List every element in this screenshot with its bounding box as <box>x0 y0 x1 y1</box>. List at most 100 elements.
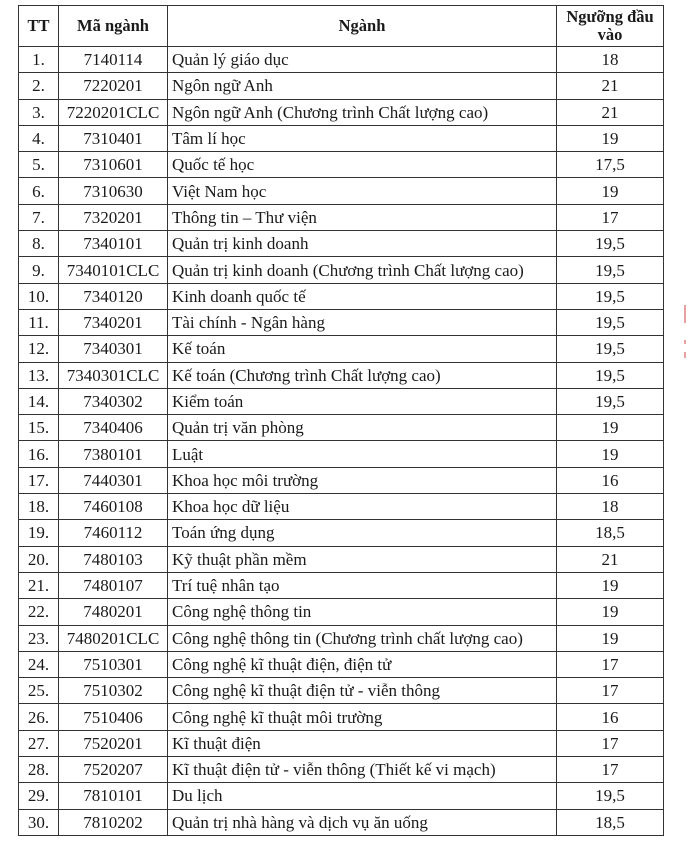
row-number: 27. <box>18 729 59 758</box>
major-name: Quản trị kinh doanh (Chương trình Chất l… <box>167 256 557 284</box>
major-code: 7320201 <box>58 203 168 232</box>
row-number: 6. <box>18 177 59 205</box>
major-code: 7520207 <box>58 756 168 784</box>
table-row: 1. 7140114 Quản lý giáo dục 18 <box>18 45 664 74</box>
table-row: 10. 7340120 Kinh doanh quốc tế 19,5 <box>18 282 664 310</box>
major-code: 7460112 <box>58 519 168 547</box>
row-number: 10. <box>18 282 59 310</box>
table-row: 24. 7510301 Công nghệ kĩ thuật điện, điện … <box>18 650 664 679</box>
header-major: Ngành <box>167 5 557 47</box>
scan-mark <box>684 340 686 344</box>
major-name: Kỹ thuật phần mềm <box>167 545 557 573</box>
table-row: 28. 7520207 Kĩ thuật điện tử - viễn thông … <box>18 756 664 784</box>
major-name: Kế toán (Chương trình Chất lượng cao) <box>167 361 557 389</box>
row-number: 12. <box>18 335 59 363</box>
major-code: 7810202 <box>58 808 168 836</box>
row-number: 14. <box>18 387 59 416</box>
scan-mark <box>684 305 686 323</box>
major-name: Luật <box>167 440 557 468</box>
table-row: 18. 7460108 Khoa học dữ liệu 18 <box>18 493 664 521</box>
major-name: Kĩ thuật điện tử - viễn thông (Thiết kế … <box>167 756 557 784</box>
major-code: 7480201 <box>58 598 168 626</box>
major-name: Thông tin – Thư viện <box>167 203 557 232</box>
major-code: 7480107 <box>58 571 168 600</box>
threshold-value: 19 <box>556 571 664 600</box>
table-row: 6. 7310630 Việt Nam học 19 <box>18 177 664 205</box>
threshold-value: 21 <box>556 545 664 573</box>
table-row: 11. 7340201 Tài chính - Ngân hàng 19,5 <box>18 308 664 337</box>
threshold-value: 17,5 <box>556 151 664 179</box>
major-code: 7510406 <box>58 703 168 731</box>
row-number: 28. <box>18 756 59 784</box>
major-name: Công nghệ kĩ thuật môi trường <box>167 703 557 731</box>
header-threshold: Ngưỡng đầu vào <box>556 5 664 47</box>
threshold-value: 21 <box>556 72 664 100</box>
threshold-value: 19,5 <box>556 256 664 284</box>
row-number: 18. <box>18 493 59 521</box>
table-row: 26. 7510406 Công nghệ kĩ thuật môi trường 1… <box>18 703 664 731</box>
row-number: 1. <box>18 45 59 74</box>
table-row: 8. 7340101 Quản trị kinh doanh 19,5 <box>18 230 664 258</box>
row-number: 17. <box>18 466 59 495</box>
table-row: 23. 7480201CLC Công nghệ thông tin (Chương… <box>18 624 664 652</box>
major-name: Công nghệ kĩ thuật điện, điện tử <box>167 650 557 679</box>
major-code: 7340406 <box>58 414 168 442</box>
row-number: 29. <box>18 782 59 810</box>
major-code: 7810101 <box>58 782 168 810</box>
major-name: Trí tuệ nhân tạo <box>167 571 557 600</box>
threshold-value: 17 <box>556 677 664 705</box>
major-name: Quản trị văn phòng <box>167 414 557 442</box>
threshold-value: 18,5 <box>556 808 664 836</box>
row-number: 23. <box>18 624 59 652</box>
row-number: 22. <box>18 598 59 626</box>
threshold-value: 17 <box>556 203 664 232</box>
major-name: Kinh doanh quốc tế <box>167 282 557 310</box>
threshold-value: 19,5 <box>556 230 664 258</box>
major-code: 7220201 <box>58 72 168 100</box>
table-row: 30. 7810202 Quản trị nhà hàng và dịch vụ ă… <box>18 808 664 836</box>
major-code: 7340301 <box>58 335 168 363</box>
major-code: 7310630 <box>58 177 168 205</box>
major-code: 7340101 <box>58 230 168 258</box>
table-row: 12. 7340301 Kế toán 19,5 <box>18 335 664 363</box>
threshold-value: 16 <box>556 703 664 731</box>
header-row: TT Mã ngành Ngành Ngưỡng đầu vào <box>18 5 664 47</box>
table-row: 29. 7810101 Du lịch 19,5 <box>18 782 664 810</box>
table-row: 4. 7310401 Tâm lí học 19 <box>18 124 664 153</box>
threshold-value: 19 <box>556 124 664 153</box>
major-code: 7510301 <box>58 650 168 679</box>
table-row: 7. 7320201 Thông tin – Thư viện 17 <box>18 203 664 232</box>
threshold-value: 19 <box>556 624 664 652</box>
row-number: 7. <box>18 203 59 232</box>
major-code: 7510302 <box>58 677 168 705</box>
major-name: Toán ứng dụng <box>167 519 557 547</box>
threshold-value: 19,5 <box>556 335 664 363</box>
row-number: 20. <box>18 545 59 573</box>
table-row: 9. 7340101CLC Quản trị kinh doanh (Chương … <box>18 256 664 284</box>
major-name: Quản trị kinh doanh <box>167 230 557 258</box>
table-body: 1. 7140114 Quản lý giáo dục 18 2. 7220201 Ngôn… <box>18 45 664 836</box>
row-number: 30. <box>18 808 59 836</box>
row-number: 3. <box>18 98 59 126</box>
row-number: 5. <box>18 151 59 179</box>
major-code: 7220201CLC <box>58 98 168 126</box>
header-tt: TT <box>18 5 59 47</box>
major-name: Kế toán <box>167 335 557 363</box>
table-row: 15. 7340406 Quản trị văn phòng 19 <box>18 414 664 442</box>
major-name: Công nghệ thông tin <box>167 598 557 626</box>
major-code: 7480201CLC <box>58 624 168 652</box>
major-code: 7460108 <box>58 493 168 521</box>
major-code: 7340201 <box>58 308 168 337</box>
threshold-value: 17 <box>556 650 664 679</box>
table-row: 16. 7380101 Luật 19 <box>18 440 664 468</box>
table-row: 25. 7510302 Công nghệ kĩ thuật điện tử - v… <box>18 677 664 705</box>
header-code: Mã ngành <box>58 5 168 47</box>
threshold-value: 19,5 <box>556 782 664 810</box>
row-number: 9. <box>18 256 59 284</box>
threshold-value: 16 <box>556 466 664 495</box>
major-code: 7140114 <box>58 45 168 74</box>
threshold-value: 19,5 <box>556 282 664 310</box>
major-code: 7340101CLC <box>58 256 168 284</box>
row-number: 2. <box>18 72 59 100</box>
row-number: 13. <box>18 361 59 389</box>
